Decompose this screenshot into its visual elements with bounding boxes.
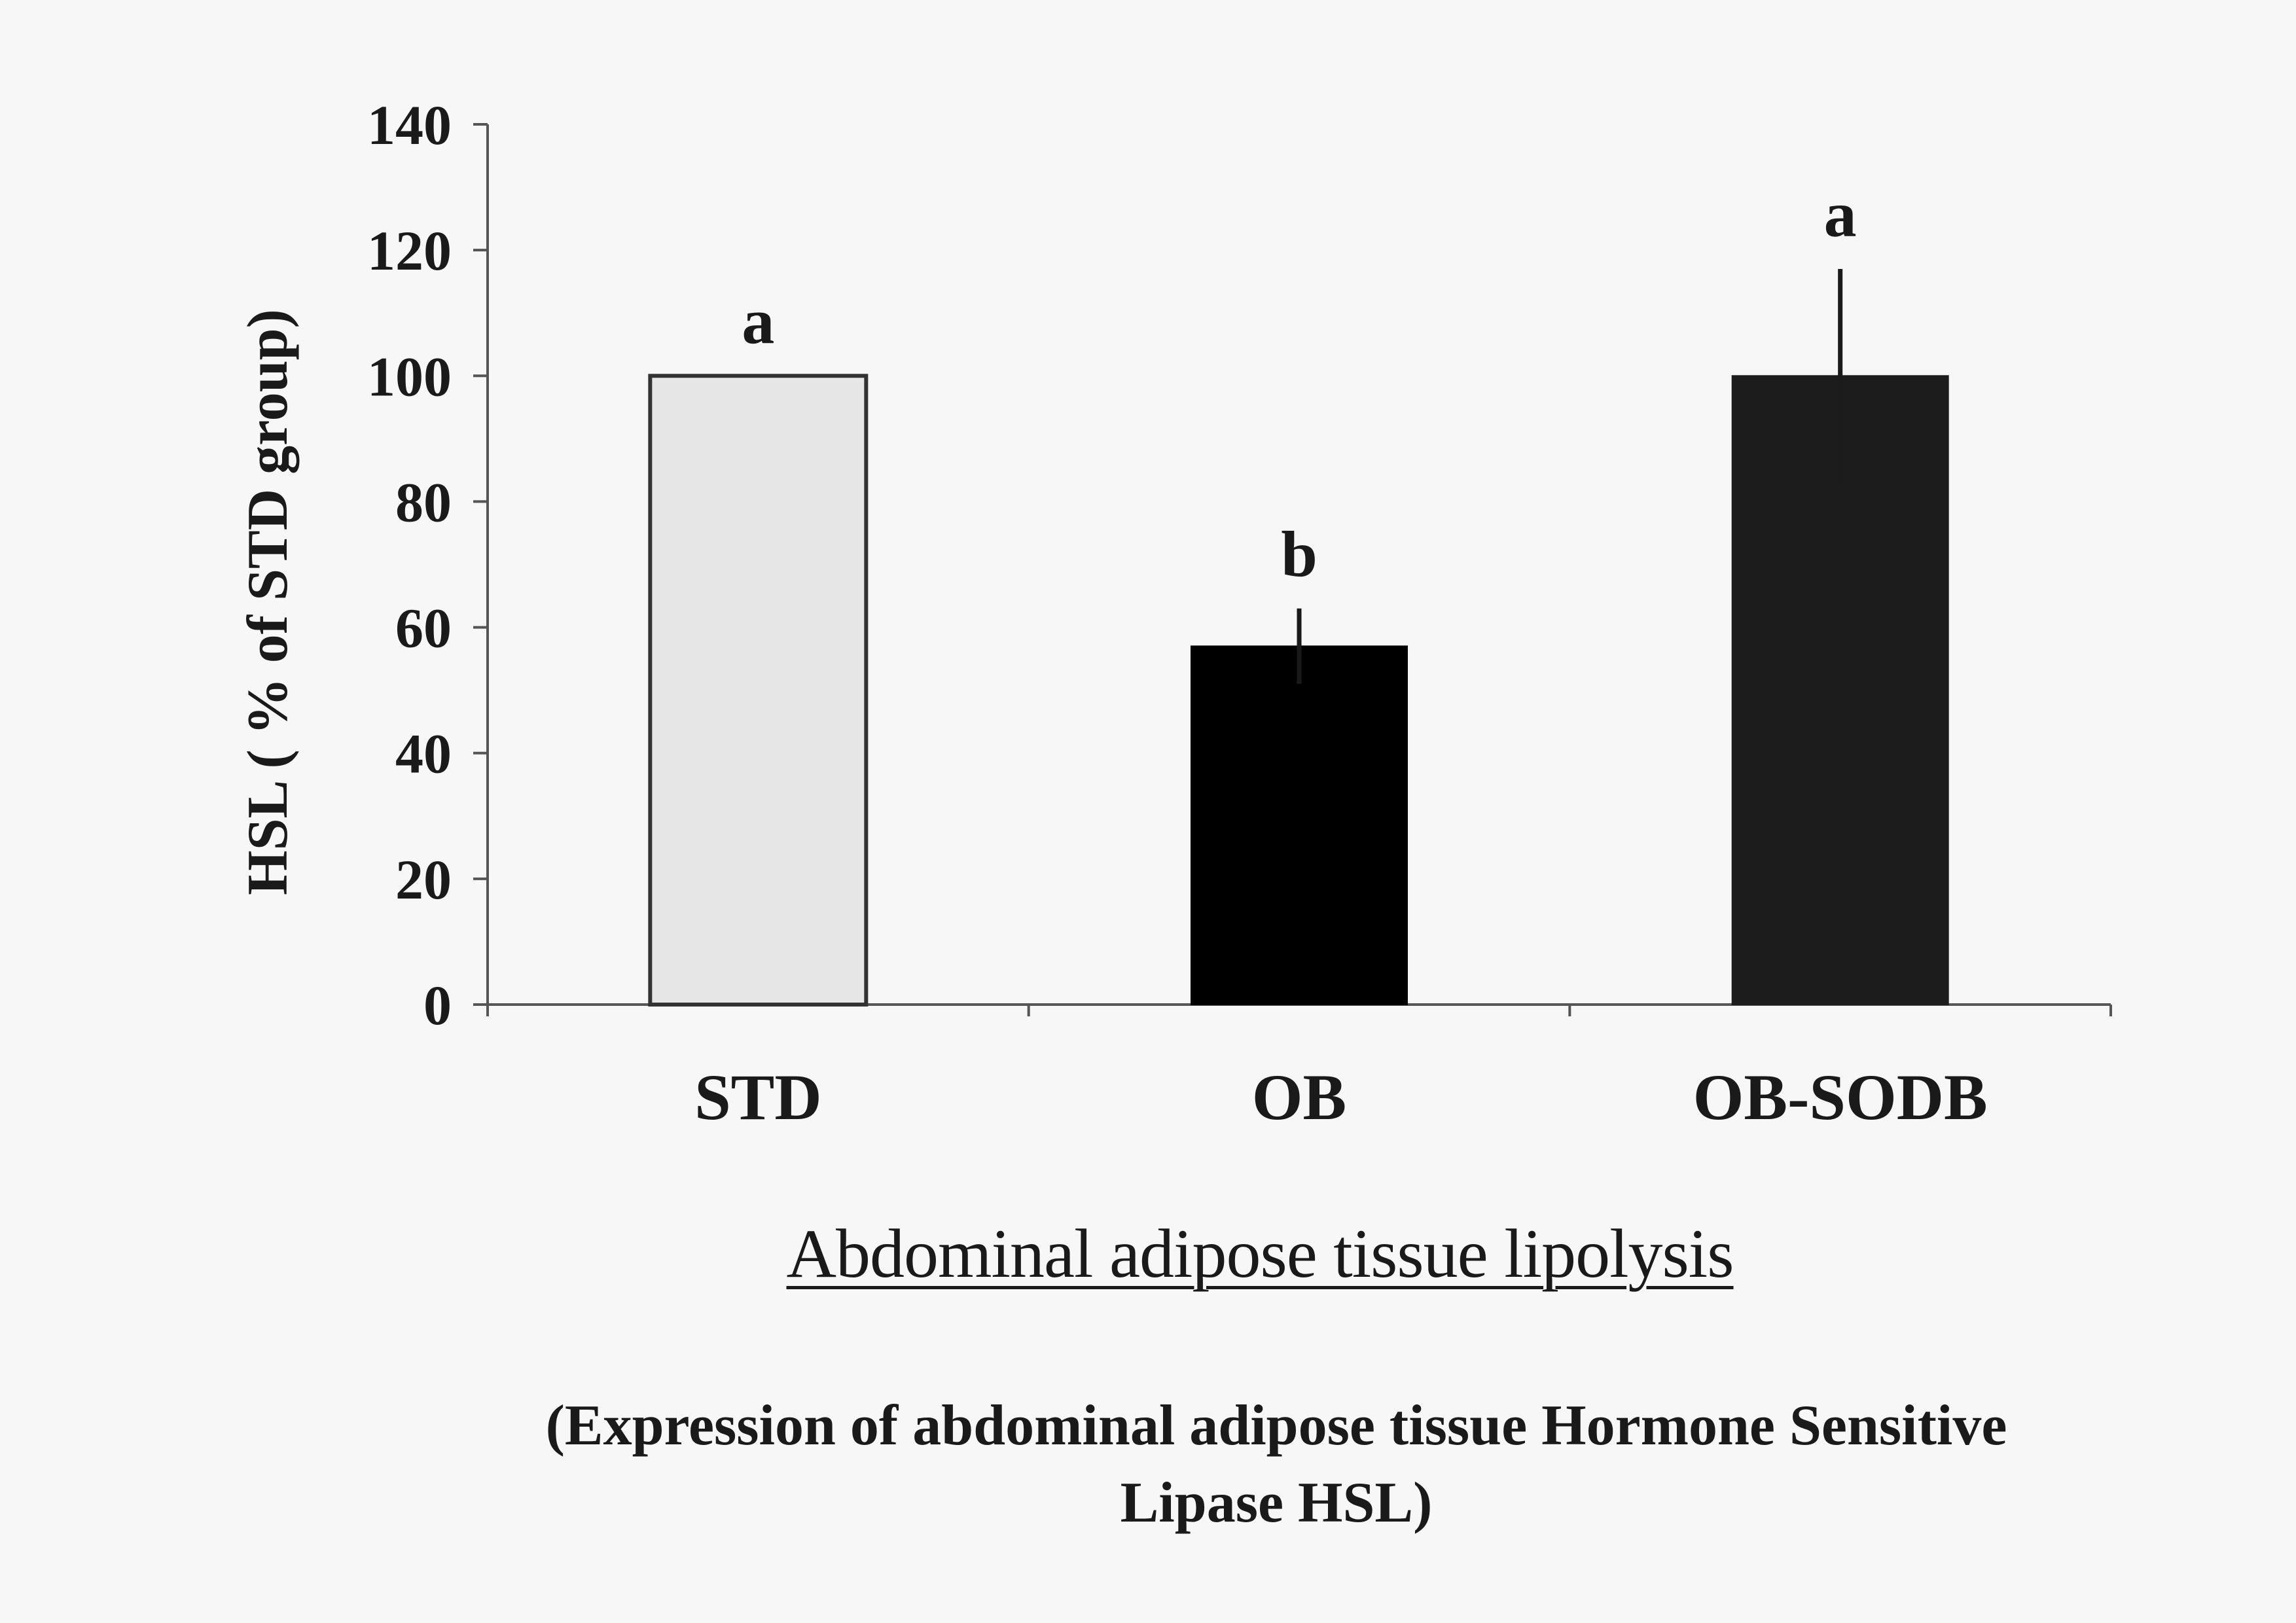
y-axis: 0 20 40 60 80 100 120 140 xyxy=(367,94,489,1037)
x-category-label: OB-SODB xyxy=(1693,1061,1988,1133)
y-tick-label: 80 xyxy=(395,471,452,533)
significance-label: a xyxy=(1824,178,1857,251)
y-tick-label: 120 xyxy=(367,219,452,282)
x-category-label: OB xyxy=(1252,1061,1346,1133)
significance-label: a xyxy=(742,285,774,357)
x-category-label: STD xyxy=(694,1061,822,1133)
chart-title: Abdominal adipose tissue lipolysis xyxy=(786,1215,1734,1292)
y-tick-label: 140 xyxy=(367,94,452,156)
bar xyxy=(648,374,869,1007)
chart-subtitle-line-2: Lipase HSL) xyxy=(1120,1471,1433,1535)
y-tick-label: 40 xyxy=(395,722,452,785)
y-axis-label: HSL ( % of STD group) xyxy=(236,309,300,895)
x-axis: STD OB OB-SODB xyxy=(486,1003,2112,1133)
y-tick-label: 0 xyxy=(423,974,452,1037)
bars: a b a xyxy=(648,178,1949,1007)
y-tick-label: 100 xyxy=(367,345,452,408)
chart-subtitle: (Expression of abdominal adipose tissue … xyxy=(419,1387,2134,1542)
significance-label: b xyxy=(1281,518,1318,590)
y-tick-label: 20 xyxy=(395,848,452,911)
chart-subtitle-line-1: (Expression of abdominal adipose tissue … xyxy=(545,1394,2007,1457)
bar xyxy=(1191,645,1408,1005)
hsl-bar-chart: 0 20 40 60 80 100 120 140 STD OB OB-SODB a b a HSL … xyxy=(236,94,2112,1133)
y-tick-label: 60 xyxy=(395,597,452,660)
